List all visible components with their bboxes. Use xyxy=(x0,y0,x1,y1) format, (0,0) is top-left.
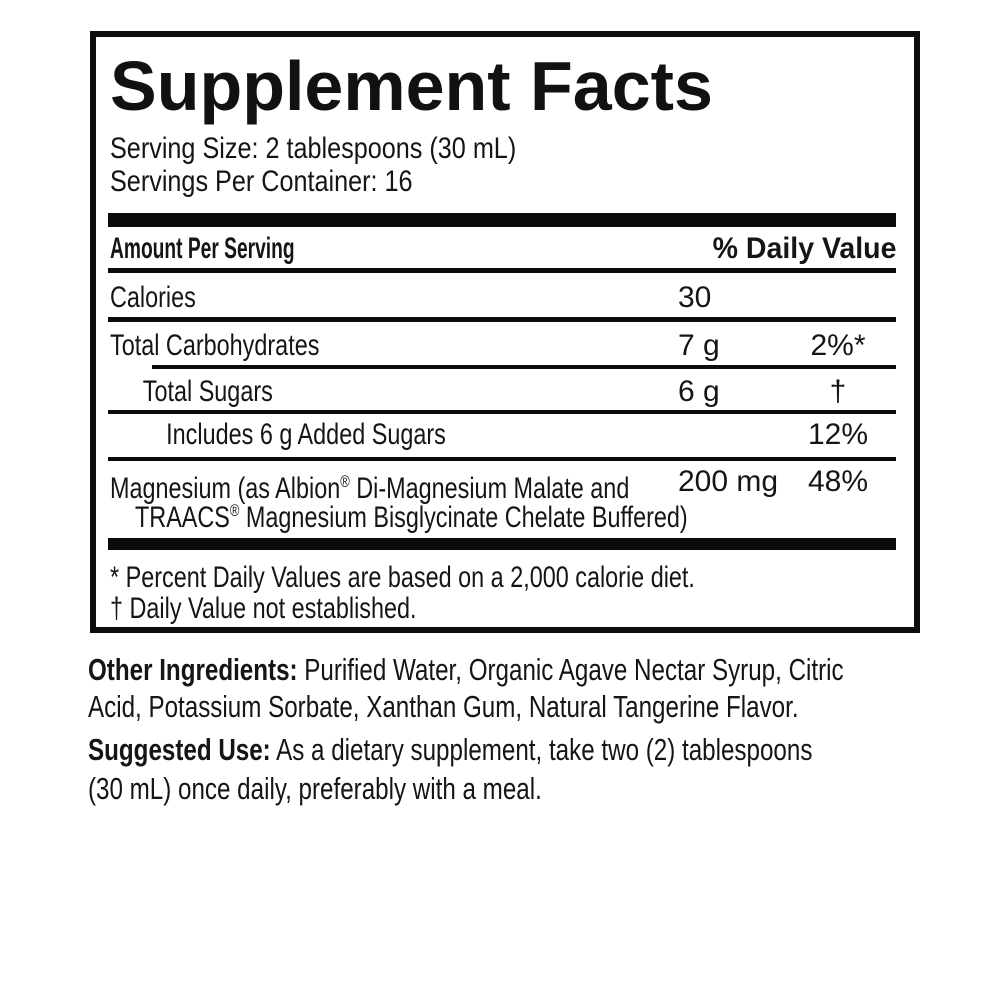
serving-size-text: Serving Size: 2 tablespoons (30 mL) xyxy=(110,132,517,165)
row-amount: 7 g xyxy=(678,329,720,362)
suggested-use-line2: (30 mL) once daily, preferably with a me… xyxy=(88,771,542,806)
table-row-total-sugars: Total Sugars 6 g † xyxy=(110,375,910,409)
thick-divider-top xyxy=(108,213,896,227)
row-divider xyxy=(108,457,896,461)
row-divider xyxy=(108,410,896,414)
row-divider xyxy=(108,317,896,322)
other-ingredients-line1: Other Ingredients: Purified Water, Organ… xyxy=(88,652,844,687)
serving-size: Serving Size: 2 tablespoons (30 mL) xyxy=(110,132,594,166)
row-name: Calories xyxy=(110,281,196,314)
header-underline xyxy=(108,268,896,273)
row-divider-indented xyxy=(152,365,896,369)
registered-trademark-icon: ® xyxy=(229,502,240,520)
row-amount: 30 xyxy=(678,281,712,314)
row-name: Includes 6 g Added Sugars xyxy=(166,418,446,451)
row-daily-value: 12% xyxy=(807,418,869,451)
table-row-total-carbohydrates: Total Carbohydrates 7 g 2%* xyxy=(110,329,910,363)
footnote-daily-value-not-established: † Daily Value not established. xyxy=(110,592,417,625)
table-row-magnesium: Magnesium (as Albion® Di-Magnesium Malat… xyxy=(110,465,910,505)
footnote-percent-daily-value: * Percent Daily Values are based on a 2,… xyxy=(110,561,695,594)
supplement-facts-panel: Supplement Facts Serving Size: 2 tablesp… xyxy=(90,31,920,633)
suggested-use-line1: Suggested Use: As a dietary supplement, … xyxy=(88,732,813,767)
column-header-daily-value: % Daily Value xyxy=(712,232,896,265)
table-row-calories: Calories 30 xyxy=(110,281,910,315)
servings-per-container-text: Servings Per Container: 16 xyxy=(110,165,413,198)
thick-divider-bottom xyxy=(108,538,896,550)
column-header-amount: Amount Per Serving xyxy=(110,232,295,265)
registered-trademark-icon: ® xyxy=(340,473,350,491)
row-name: Total Sugars xyxy=(142,375,273,408)
row-daily-value-dagger: † xyxy=(829,375,847,408)
row-name: Magnesium (as Albion® Di-Magnesium Malat… xyxy=(110,472,630,505)
panel-title: Supplement Facts xyxy=(110,47,713,125)
other-ingredients-label: Other Ingredients: xyxy=(88,652,298,687)
row-amount: 200 mg xyxy=(678,465,779,498)
servings-per-container: Servings Per Container: 16 xyxy=(110,165,470,199)
suggested-use-label: Suggested Use: xyxy=(88,732,271,767)
table-row-magnesium-line2: TRAACS® Magnesium Bisglycinate Chelate B… xyxy=(135,501,688,534)
row-name: Total Carbohydrates xyxy=(110,329,320,362)
row-daily-value: 2%* xyxy=(810,329,866,362)
other-ingredients-line2: Acid, Potassium Sorbate, Xanthan Gum, Na… xyxy=(88,689,799,724)
table-row-added-sugars: Includes 6 g Added Sugars 12% xyxy=(110,418,910,452)
row-daily-value: 48% xyxy=(807,465,869,498)
row-amount: 6 g xyxy=(678,375,720,408)
